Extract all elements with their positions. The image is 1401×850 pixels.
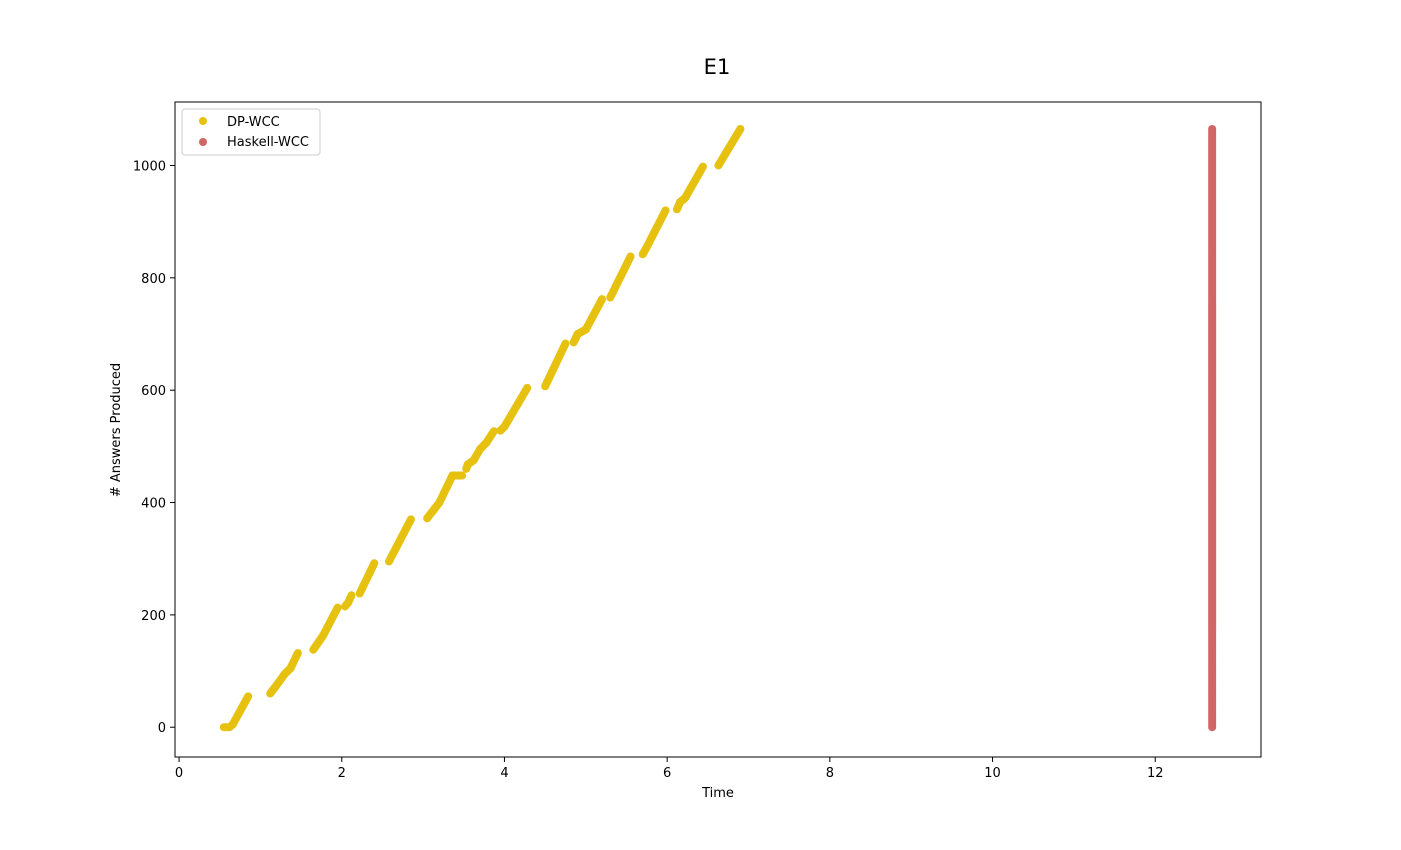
- series-segment: [606, 252, 635, 302]
- data-point: [347, 591, 356, 600]
- data-point: [489, 427, 498, 436]
- series-segment: [541, 339, 570, 391]
- data-point: [523, 383, 532, 392]
- data-point: [661, 206, 670, 215]
- legend-label-haskell-wcc: Haskell-WCC: [227, 135, 309, 150]
- data-point: [333, 603, 342, 612]
- data-point: [293, 649, 302, 658]
- legend: DP-WCC Haskell-WCC: [181, 108, 321, 156]
- y-tick-label: 1000: [133, 159, 166, 174]
- series-segment: [266, 649, 302, 698]
- x-tick-label: 2: [338, 766, 346, 781]
- series-segment: [225, 692, 253, 732]
- y-tick-label: 0: [158, 721, 166, 736]
- data-point: [406, 515, 415, 524]
- data-point: [244, 692, 253, 701]
- legend-marker-haskell-wcc: [199, 138, 207, 146]
- series-segment: [309, 603, 342, 654]
- legend-label-dp-wcc: DP-WCC: [227, 115, 280, 130]
- data-point: [458, 471, 467, 480]
- data-point: [1208, 124, 1217, 133]
- y-axis: 0 200 400 600 800 1000: [133, 159, 175, 736]
- axes-frame: [174, 101, 1262, 758]
- x-axis: 0 2 4 6 8 10 12: [175, 757, 1164, 781]
- x-tick-label: 10: [984, 766, 1001, 781]
- x-tick-label: 8: [826, 766, 834, 781]
- series-dp-wcc: [219, 124, 745, 732]
- data-point: [736, 124, 745, 133]
- x-tick-label: 0: [175, 766, 183, 781]
- data-point: [698, 162, 707, 171]
- y-tick-label: 400: [141, 497, 166, 512]
- legend-box: [181, 108, 321, 156]
- data-point: [598, 295, 607, 304]
- series-segment: [341, 591, 356, 611]
- x-tick-label: 4: [500, 766, 508, 781]
- series-segment: [384, 515, 415, 566]
- x-tick-label: 6: [663, 766, 671, 781]
- series-segment: [569, 295, 607, 347]
- x-tick-label: 12: [1147, 766, 1164, 781]
- series-segment: [638, 206, 670, 259]
- series-segment: [714, 124, 745, 170]
- data-point: [626, 252, 635, 261]
- series-segment: [423, 471, 467, 523]
- legend-marker-dp-wcc: [199, 117, 207, 125]
- y-tick-label: 800: [141, 272, 166, 287]
- series-segment: [496, 383, 532, 435]
- data-point: [561, 339, 570, 348]
- series-segment: [1208, 124, 1217, 732]
- x-axis-label: Time: [701, 786, 734, 801]
- y-axis-label: # Answers Produced: [109, 363, 124, 497]
- plot-area: [219, 124, 1217, 732]
- y-tick-label: 200: [141, 609, 166, 624]
- series-haskell-wcc: [1208, 124, 1217, 732]
- series-segment: [355, 559, 379, 598]
- data-point: [370, 559, 379, 568]
- series-segment: [462, 427, 498, 473]
- y-tick-label: 600: [141, 384, 166, 399]
- series-segment: [672, 162, 707, 214]
- chart-title: E1: [704, 55, 731, 79]
